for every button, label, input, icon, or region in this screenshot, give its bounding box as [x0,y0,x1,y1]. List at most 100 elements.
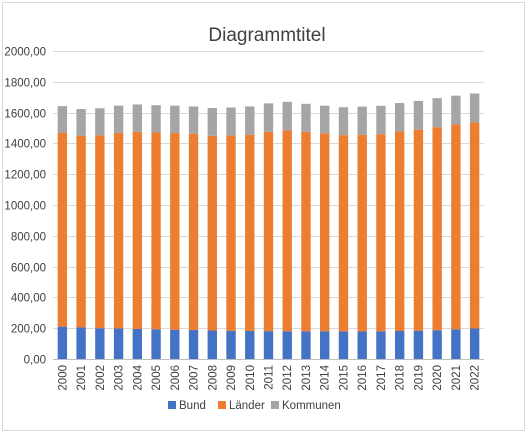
y-tick-label: 1800,00 [4,78,46,90]
bar-kommunen-2016 [357,106,367,135]
x-tick-label: 2018 [395,365,407,391]
bar-bund-2009 [226,330,236,359]
x-tick-label: 2008 [207,365,219,391]
bar-bund-2022 [469,328,480,359]
bar-l-nder-2005 [151,132,161,330]
bar-kommunen-2000 [57,106,68,133]
x-tick-label: 2015 [338,365,350,391]
bar-kommunen-2014 [320,105,330,134]
legend-label: Kommunen [282,400,341,412]
bar-bund-2013 [301,331,311,359]
bar-kommunen-2017 [376,105,386,135]
bar-l-nder-2015 [338,135,349,332]
bar-kommunen-2009 [226,107,236,136]
bar-bund-2012 [282,331,292,359]
bar-l-nder-2017 [376,134,386,332]
bar-l-nder-2011 [263,131,274,332]
bar-l-nder-2004 [132,131,143,329]
bar-kommunen-2010 [245,106,255,135]
bar-kommunen-2020 [432,98,442,128]
bar-bund-2010 [245,330,255,359]
legend-swatch [218,401,226,409]
x-tick-label: 2014 [320,364,332,390]
x-tick-label: 2017 [376,365,388,391]
y-tick-label: 1400,00 [4,139,46,151]
x-tick-label: 2013 [301,365,313,391]
bar-bund-2007 [188,330,199,359]
legend-swatch [168,401,176,409]
y-tick-label: 800,00 [11,232,46,244]
y-tick-label: 400,00 [11,293,46,305]
bar-l-nder-2021 [451,124,461,330]
bar-bund-2016 [357,331,367,359]
legend-label: Länder [229,400,265,412]
y-tick-label: 1200,00 [4,170,46,182]
x-axis-tick-labels: 2000 2001 2002 2003 2004 2005 2006 2007 2008 2009… [57,364,481,390]
bar-l-nder-2022 [469,122,480,329]
bar-kommunen-2021 [451,95,461,125]
bar-kommunen-2001 [76,109,86,136]
bar-l-nder-2010 [245,134,255,331]
bar-bund-2006 [170,329,180,359]
x-tick-label: 2007 [189,365,201,391]
bar-kommunen-2019 [413,100,424,130]
bar-l-nder-2003 [113,132,124,329]
x-tick-label: 2010 [245,365,257,391]
y-tick-label: 2000,00 [4,47,46,59]
bars [57,93,480,359]
bar-bund-2020 [432,330,442,359]
x-tick-label: 2005 [151,365,163,391]
y-tick-label: 200,00 [11,324,46,336]
bar-l-nder-2016 [357,134,367,332]
bar-kommunen-2007 [188,106,199,134]
x-tick-label: 2003 [114,365,126,391]
bar-l-nder-2009 [226,135,236,331]
bar-l-nder-2018 [394,131,405,331]
bar-kommunen-2018 [394,103,405,132]
bar-kommunen-2015 [338,107,349,136]
bar-bund-2001 [76,327,86,359]
x-tick-label: 2001 [76,365,88,391]
chart-title: Diagrammtitel [208,25,325,46]
x-tick-label: 2022 [470,365,482,391]
x-tick-label: 2016 [357,365,369,391]
legend-label: Bund [179,400,206,412]
x-tick-label: 2011 [264,365,276,390]
bar-bund-2005 [151,329,161,359]
bar-bund-2014 [320,331,330,359]
bar-bund-2017 [376,331,386,359]
legend: Bund Länder Kommunen [168,400,341,412]
bar-l-nder-2006 [170,133,180,330]
bar-kommunen-2008 [207,107,217,136]
x-tick-label: 2006 [170,365,182,391]
bar-kommunen-2011 [263,103,274,132]
bar-bund-2011 [263,331,274,359]
bar-kommunen-2022 [469,93,480,123]
x-tick-label: 2009 [226,365,238,391]
bar-kommunen-2003 [113,105,124,133]
bar-bund-2015 [338,331,349,359]
bar-kommunen-2004 [132,104,143,132]
x-tick-label: 2002 [95,365,107,391]
bar-bund-2000 [57,326,68,359]
bar-kommunen-2012 [282,101,292,131]
bar-bund-2018 [394,330,405,359]
bar-kommunen-2006 [170,105,180,134]
y-tick-label: 1600,00 [4,109,46,121]
x-tick-label: 2020 [432,365,444,391]
legend-swatch [271,401,279,409]
bar-bund-2021 [451,329,461,359]
x-tick-label: 2021 [451,365,463,391]
bar-l-nder-2007 [188,133,199,331]
bar-kommunen-2013 [301,103,311,132]
bar-l-nder-2012 [282,130,292,332]
bar-l-nder-2014 [320,133,330,332]
bar-bund-2008 [207,330,217,359]
bar-bund-2004 [132,328,143,359]
y-tick-label: 600,00 [11,263,46,275]
x-tick-label: 2000 [57,365,69,391]
bar-l-nder-2008 [207,135,217,331]
bar-l-nder-2019 [413,129,424,331]
bar-bund-2003 [113,328,124,359]
